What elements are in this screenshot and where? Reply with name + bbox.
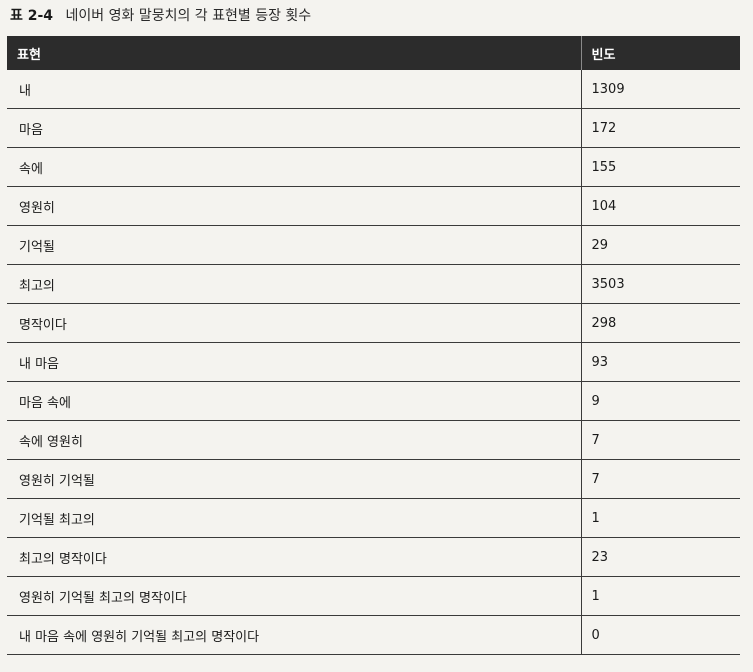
expression-cell: 기억될 최고의	[7, 498, 581, 538]
table-row: 마음 172	[7, 108, 740, 148]
expression-cell: 내 마음 속에 영원히 기억될 최고의 명작이다	[7, 615, 581, 655]
expression-cell: 영원히	[7, 186, 581, 226]
table-row: 명작이다 298	[7, 303, 740, 343]
frequency-cell: 23	[580, 537, 740, 577]
frequency-cell: 9	[580, 381, 740, 421]
table-row: 내 마음 속에 영원히 기억될 최고의 명작이다 0	[7, 615, 740, 655]
expression-cell: 명작이다	[7, 303, 581, 343]
frequency-cell: 104	[580, 186, 740, 226]
expression-cell: 영원히 기억될 최고의 명작이다	[7, 576, 581, 616]
expression-cell: 마음	[7, 108, 581, 148]
table-body: 내 1309 마음 172 속에 155 영원히 104 기억될 29 최고의 …	[7, 70, 740, 655]
expression-cell: 속에 영원히	[7, 420, 581, 460]
table-caption: 표 2-4 네이버 영화 말뭉치의 각 표현별 등장 횟수	[10, 5, 311, 27]
frequency-cell: 93	[580, 342, 740, 382]
caption-text: 네이버 영화 말뭉치의 각 표현별 등장 횟수	[65, 8, 312, 24]
table-row: 마음 속에 9	[7, 381, 740, 421]
header-row: 표현 빈도	[7, 36, 740, 70]
table-header: 표현 빈도	[7, 36, 740, 70]
frequency-cell: 1	[580, 576, 740, 616]
table-row: 영원히 기억될 7	[7, 459, 740, 499]
header-frequency: 빈도	[580, 36, 740, 70]
header-expression: 표현	[7, 36, 581, 70]
table-row: 영원히 104	[7, 186, 740, 226]
frequency-cell: 155	[580, 147, 740, 187]
frequency-cell: 7	[580, 459, 740, 499]
table-row: 속에 영원히 7	[7, 420, 740, 460]
frequency-table: 표현 빈도 내 1309 마음 172 속에 155 영원히 104 기억될 2…	[7, 36, 740, 655]
table-row: 최고의 3503	[7, 264, 740, 304]
table-row: 속에 155	[7, 147, 740, 187]
table-row: 기억될 29	[7, 225, 740, 265]
frequency-cell: 7	[580, 420, 740, 460]
frequency-cell: 298	[580, 303, 740, 343]
frequency-cell: 29	[580, 225, 740, 265]
expression-cell: 영원히 기억될	[7, 459, 581, 499]
expression-cell: 최고의 명작이다	[7, 537, 581, 577]
expression-cell: 내 마음	[7, 342, 581, 382]
table-row: 최고의 명작이다 23	[7, 537, 740, 577]
frequency-cell: 0	[580, 615, 740, 655]
expression-cell: 마음 속에	[7, 381, 581, 421]
frequency-cell: 1309	[580, 70, 740, 109]
table-row: 기억될 최고의 1	[7, 498, 740, 538]
expression-cell: 기억될	[7, 225, 581, 265]
table-row: 내 마음 93	[7, 342, 740, 382]
expression-cell: 속에	[7, 147, 581, 187]
expression-cell: 최고의	[7, 264, 581, 304]
table-row: 내 1309	[7, 70, 740, 109]
table-row: 영원히 기억될 최고의 명작이다 1	[7, 576, 740, 616]
frequency-cell: 172	[580, 108, 740, 148]
frequency-cell: 3503	[580, 264, 740, 304]
frequency-cell: 1	[580, 498, 740, 538]
expression-cell: 내	[7, 70, 581, 109]
caption-number: 표 2-4	[10, 8, 54, 24]
